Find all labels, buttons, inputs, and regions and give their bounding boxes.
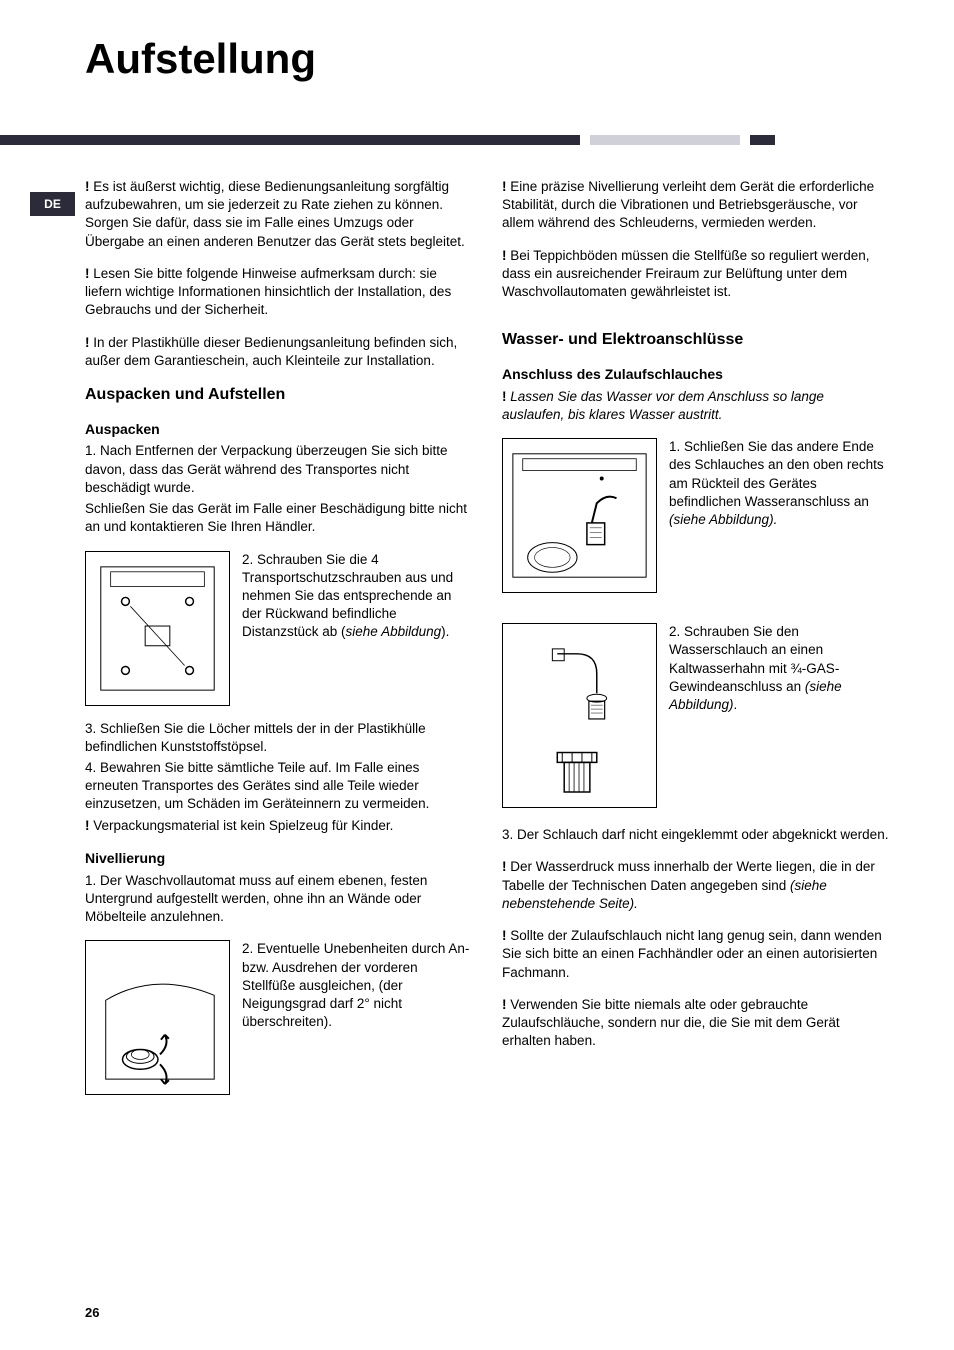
pressure-note: ! Der Wasserdruck muss innerhalb der Wer… xyxy=(502,858,889,913)
figure-hose-connection: 1. Schließen Sie das andere Ende des Sch… xyxy=(502,438,889,593)
leveling-note-1: ! Eine präzise Nivellierung verleiht dem… xyxy=(502,178,889,233)
left-column: ! Es ist äußerst wichtig, diese Bedienun… xyxy=(85,178,472,1109)
leveling-step-1: 1. Der Waschvollautomat muss auf einem e… xyxy=(85,872,472,927)
hose-step-3: 3. Der Schlauch darf nicht eingeklemmt o… xyxy=(502,826,889,844)
subheading-unpacking: Auspacken xyxy=(85,420,472,439)
unpack-step-4: 4. Bewahren Sie bitte sämtliche Teile au… xyxy=(85,759,472,814)
warning-icon: ! xyxy=(502,928,510,943)
warning-icon: ! xyxy=(502,997,510,1012)
unpack-step-1: 1. Nach Entfernen der Verpackung überzeu… xyxy=(85,442,472,497)
figure-transport-screws-image xyxy=(85,551,230,706)
warning-icon: ! xyxy=(502,248,510,263)
intro-paragraph-2: ! Lesen Sie bitte folgende Hinweise aufm… xyxy=(85,265,472,320)
text: Bei Teppichböden müssen die Stellfüße so… xyxy=(502,248,869,299)
text: 1. Schließen Sie das andere Ende des Sch… xyxy=(669,439,884,509)
packaging-warning: ! Verpackungsmaterial ist kein Spielzeug… xyxy=(85,817,472,835)
warning-icon: ! xyxy=(85,266,93,281)
warning-icon: ! xyxy=(85,179,93,194)
warning-icon: ! xyxy=(502,859,510,874)
page-title: Aufstellung xyxy=(0,0,954,83)
warning-icon: ! xyxy=(85,335,93,350)
unpack-note: Schließen Sie das Gerät im Falle einer B… xyxy=(85,500,472,536)
figure-transport-screws: 2. Schrauben Sie die 4 Transportschutzsc… xyxy=(85,551,472,706)
text-end: . xyxy=(734,697,738,712)
water-flush-note: ! Lassen Sie das Wasser vor dem Anschlus… xyxy=(502,388,889,424)
text: Es ist äußerst wichtig, diese Bedienungs… xyxy=(85,179,465,249)
text-italic: Lassen Sie das Wasser vor dem Anschluss … xyxy=(502,389,824,422)
content-columns: ! Es ist äußerst wichtig, diese Bedienun… xyxy=(85,178,890,1109)
intro-paragraph-3: ! In der Plastikhülle dieser Bedienungsa… xyxy=(85,334,472,370)
warning-icon: ! xyxy=(502,389,510,404)
figure-hose-connection-image xyxy=(502,438,657,593)
figure-leveling-feet: 2. Eventuelle Unebenheiten durch An- bzw… xyxy=(85,940,472,1095)
page-number: 26 xyxy=(85,1305,99,1320)
text: Verpackungsmaterial ist kein Spielzeug f… xyxy=(93,818,393,833)
text-end: ). xyxy=(441,624,449,639)
language-badge: DE xyxy=(30,192,75,216)
figure-tap-connection-image xyxy=(502,623,657,808)
figure-hose-connection-caption: 1. Schließen Sie das andere Ende des Sch… xyxy=(669,438,889,529)
text: Sollte der Zulaufschlauch nicht lang gen… xyxy=(502,928,882,979)
subheading-inlet-hose: Anschluss des Zulaufschlauches xyxy=(502,365,889,384)
figure-transport-screws-caption: 2. Schrauben Sie die 4 Transportschutzsc… xyxy=(242,551,472,642)
separator-bar xyxy=(0,135,954,145)
text: Lesen Sie bitte folgende Hinweise aufmer… xyxy=(85,266,451,317)
figure-tap-connection: 2. Schrauben Sie den Wasserschlauch an e… xyxy=(502,623,889,808)
warning-icon: ! xyxy=(85,818,93,833)
text-italic: siehe Abbildung xyxy=(346,624,442,639)
right-column: ! Eine präzise Nivellierung verleiht dem… xyxy=(502,178,889,1109)
subheading-leveling: Nivellierung xyxy=(85,849,472,868)
unpack-step-3: 3. Schließen Sie die Löcher mittels der … xyxy=(85,720,472,756)
text: In der Plastikhülle dieser Bedienungsanl… xyxy=(85,335,457,368)
figure-leveling-feet-caption: 2. Eventuelle Unebenheiten durch An- bzw… xyxy=(242,940,472,1031)
figure-leveling-feet-image xyxy=(85,940,230,1095)
section-unpacking-setup: Auspacken und Aufstellen xyxy=(85,384,472,406)
text: Eine präzise Nivellierung verleiht dem G… xyxy=(502,179,874,230)
text-italic: (siehe Abbildung). xyxy=(669,512,777,527)
leveling-note-2: ! Bei Teppichböden müssen die Stellfüße … xyxy=(502,247,889,302)
text: Verwenden Sie bitte niemals alte oder ge… xyxy=(502,997,840,1048)
intro-paragraph-1: ! Es ist äußerst wichtig, diese Bedienun… xyxy=(85,178,472,251)
section-water-electrical: Wasser- und Elektroanschlüsse xyxy=(502,329,889,351)
hose-length-note: ! Sollte der Zulaufschlauch nicht lang g… xyxy=(502,927,889,982)
figure-tap-connection-caption: 2. Schrauben Sie den Wasserschlauch an e… xyxy=(669,623,889,714)
warning-icon: ! xyxy=(502,179,510,194)
old-hose-note: ! Verwenden Sie bitte niemals alte oder … xyxy=(502,996,889,1051)
